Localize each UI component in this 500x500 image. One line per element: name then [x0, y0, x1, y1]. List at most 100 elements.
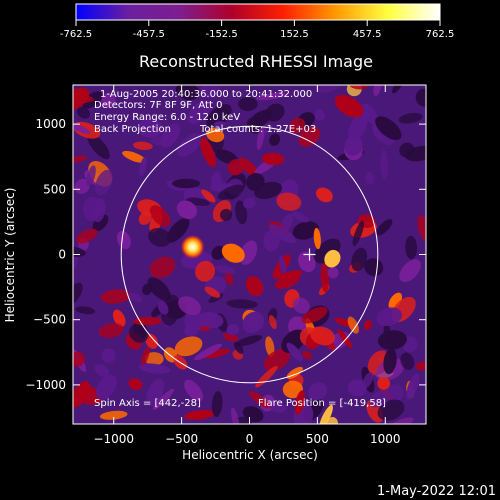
noise-blob [101, 348, 116, 363]
colorbar-tick-label: -762.5 [60, 29, 92, 40]
y-tick-label: 1000 [35, 117, 66, 131]
noise-blob [286, 342, 303, 362]
noise-blob [116, 230, 131, 250]
noise-blob [347, 316, 359, 334]
noise-blob [373, 85, 383, 97]
x-tick-label: −500 [165, 432, 198, 446]
noise-blob [262, 152, 285, 166]
noise-blob [227, 159, 245, 176]
noise-blob [176, 200, 197, 220]
noise-blob [100, 289, 131, 304]
noise-blob [380, 149, 389, 180]
noise-blob [269, 224, 296, 244]
noise-blob [314, 109, 326, 121]
noise-blob [214, 265, 236, 275]
noise-blob [239, 240, 258, 265]
reconstruction-noise [73, 85, 426, 424]
info-method: Back Projection [94, 124, 171, 135]
noise-blob [315, 85, 342, 93]
noise-blob [361, 103, 378, 125]
noise-blob [75, 228, 98, 244]
axis-ticks [73, 85, 426, 424]
noise-blob [160, 123, 180, 148]
noise-blob [415, 361, 426, 371]
noise-blob [289, 117, 306, 134]
noise-blob [399, 259, 421, 283]
noise-blob [265, 103, 285, 122]
noise-blob [377, 399, 405, 421]
noise-blob [327, 267, 339, 279]
info-detectors: Detectors: 7F 8F 9F, Att 0 [94, 100, 222, 111]
noise-blob [73, 94, 94, 104]
info-total-counts: Total counts: 1.27E+03 [199, 124, 316, 135]
noise-blob [389, 417, 414, 424]
x-tick-label: 1000 [370, 432, 401, 446]
noise-blob [204, 286, 221, 298]
noise-blob [178, 296, 201, 316]
noise-blob [138, 211, 152, 225]
noise-blob [225, 272, 234, 286]
noise-blob [206, 104, 232, 128]
noise-blob [187, 99, 211, 124]
noise-blob [157, 300, 169, 315]
y-tick-label: −1000 [25, 378, 66, 392]
noise-blob [213, 121, 226, 128]
y-tick-labels: 1000 500 0 −500 −1000 [25, 117, 66, 392]
noise-blob [269, 133, 281, 146]
noise-blob [320, 262, 330, 293]
noise-blob [249, 390, 270, 409]
noise-blob [242, 311, 265, 334]
spin-axis-label: Spin Axis = [442,-28] [94, 398, 201, 409]
noise-blob [147, 277, 171, 301]
noise-blob [270, 402, 287, 413]
y-axis-title: Heliocentric Y (arcsec) [3, 188, 17, 323]
noise-blob [220, 208, 233, 221]
noise-blob [101, 93, 116, 108]
noise-blob [195, 260, 216, 282]
noise-blob [176, 133, 202, 157]
noise-blob [417, 215, 426, 242]
noise-blob [226, 299, 258, 309]
noise-blob [141, 346, 150, 366]
y-tick-label: −500 [33, 313, 66, 327]
noise-blob [334, 94, 364, 118]
noise-blob [184, 379, 204, 402]
colorbar-tick-labels: -762.5 -457.5 -152.5 152.5 457.5 762.5 [60, 29, 454, 40]
noise-blob [324, 249, 341, 268]
noise-blob [217, 184, 244, 200]
colorbar-tick-label: -457.5 [133, 29, 165, 40]
noise-blob [377, 330, 407, 350]
noise-blob [92, 198, 106, 223]
noise-blob [398, 112, 423, 124]
noise-blob [415, 88, 426, 107]
x-tick-label: 0 [246, 432, 254, 446]
noise-blob [99, 410, 128, 420]
noise-blob [95, 169, 113, 196]
noise-blob [364, 258, 384, 277]
noise-blob [194, 343, 223, 361]
noise-blob [337, 329, 353, 349]
noise-blob [256, 126, 265, 151]
noise-blob [184, 409, 215, 420]
noise-blob [73, 122, 91, 134]
noise-blob [174, 336, 203, 357]
colorbar-tick-label: -152.5 [205, 29, 237, 40]
noise-blob [139, 157, 147, 177]
noise-blob [263, 349, 290, 372]
noise-blob [405, 235, 418, 260]
solar-disk-outline [120, 125, 379, 384]
plot-timestamp: 1-May-2022 12:01 [377, 484, 496, 499]
x-tick-labels: −1000 −500 0 500 1000 [93, 432, 400, 446]
noise-blob [128, 323, 149, 343]
noise-blob [254, 181, 283, 199]
noise-blob [298, 126, 321, 147]
noise-blob [144, 352, 164, 366]
noise-blob [315, 187, 333, 203]
noise-blob [310, 326, 335, 346]
x-axis-title: Heliocentric X (arcsec) [182, 448, 318, 462]
noise-blob [87, 133, 110, 160]
noise-blob [231, 407, 240, 424]
noise-blob [375, 116, 402, 141]
noise-blob [292, 221, 320, 240]
